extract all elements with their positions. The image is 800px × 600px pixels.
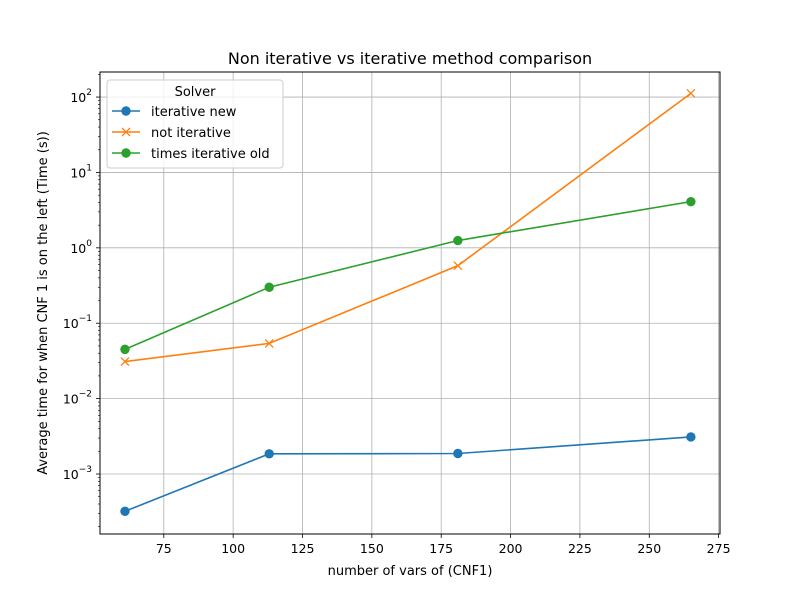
y-axis-label: Average time for when CNF 1 is on the le…: [36, 131, 51, 475]
data-point: [453, 448, 463, 459]
legend-entry: not iterative: [112, 126, 231, 141]
legend-title: Solver: [175, 85, 217, 100]
data-point: [453, 235, 463, 246]
series-iterative-new: [120, 432, 696, 517]
series-line: [124, 436, 691, 513]
y-tick-label: 100: [70, 239, 92, 256]
series-line: [124, 92, 692, 363]
data-point: [686, 432, 696, 442]
x-tick-label: 225: [568, 541, 592, 556]
y-tick-label: 10−2: [63, 390, 92, 407]
series-line: [124, 200, 692, 351]
x-tick-label: 200: [499, 541, 523, 556]
data-point: [686, 88, 696, 98]
data-point: [121, 127, 131, 137]
data-point: [120, 506, 130, 517]
x-tick-label: 75: [156, 541, 172, 556]
grid-lines: [100, 72, 720, 534]
y-tick-label: 101: [70, 163, 92, 180]
series-times-iterative-old: [120, 196, 696, 355]
data-point: [120, 357, 130, 367]
x-axis-label: number of vars of (CNF1): [328, 564, 493, 579]
legend-label: times iterative old: [151, 147, 270, 162]
data-point: [121, 106, 131, 116]
y-axis: 10−3 10−2 10−1 100 101 102: [63, 74, 100, 527]
data-point: [264, 282, 274, 292]
y-tick-label: 10−1: [63, 314, 92, 331]
legend-label: not iterative: [151, 126, 231, 141]
legend-label: iterative new: [151, 105, 237, 120]
y-tick-label: 102: [70, 88, 92, 105]
x-axis: 75 100 125 150 175 200 225 250 275: [156, 534, 731, 556]
x-tick-label: 175: [429, 541, 453, 556]
x-tick-label: 100: [221, 541, 245, 556]
chart-title: Non iterative vs iterative method compar…: [228, 49, 592, 68]
data-point: [121, 148, 131, 158]
data-point: [120, 344, 130, 355]
legend-box: [106, 79, 284, 169]
data-point: [264, 449, 274, 459]
legend-entry: times iterative old: [112, 147, 270, 162]
y-tick-label: 10−3: [63, 465, 92, 482]
data-point: [453, 261, 463, 271]
data-point: [264, 338, 274, 348]
legend-entry: iterative new: [112, 105, 237, 120]
x-tick-label: 275: [707, 541, 731, 556]
data-point: [686, 196, 696, 207]
x-tick-label: 250: [637, 541, 661, 556]
legend-entries: iterative new not iterative times iterativ…: [112, 105, 270, 162]
series-not-iterative: [120, 88, 696, 367]
x-tick-label: 150: [360, 541, 384, 556]
x-tick-label: 125: [291, 541, 315, 556]
legend: Solver iterative new not iterative times i…: [106, 79, 284, 169]
series-layer: [120, 88, 696, 517]
plot-frame: [99, 71, 721, 535]
